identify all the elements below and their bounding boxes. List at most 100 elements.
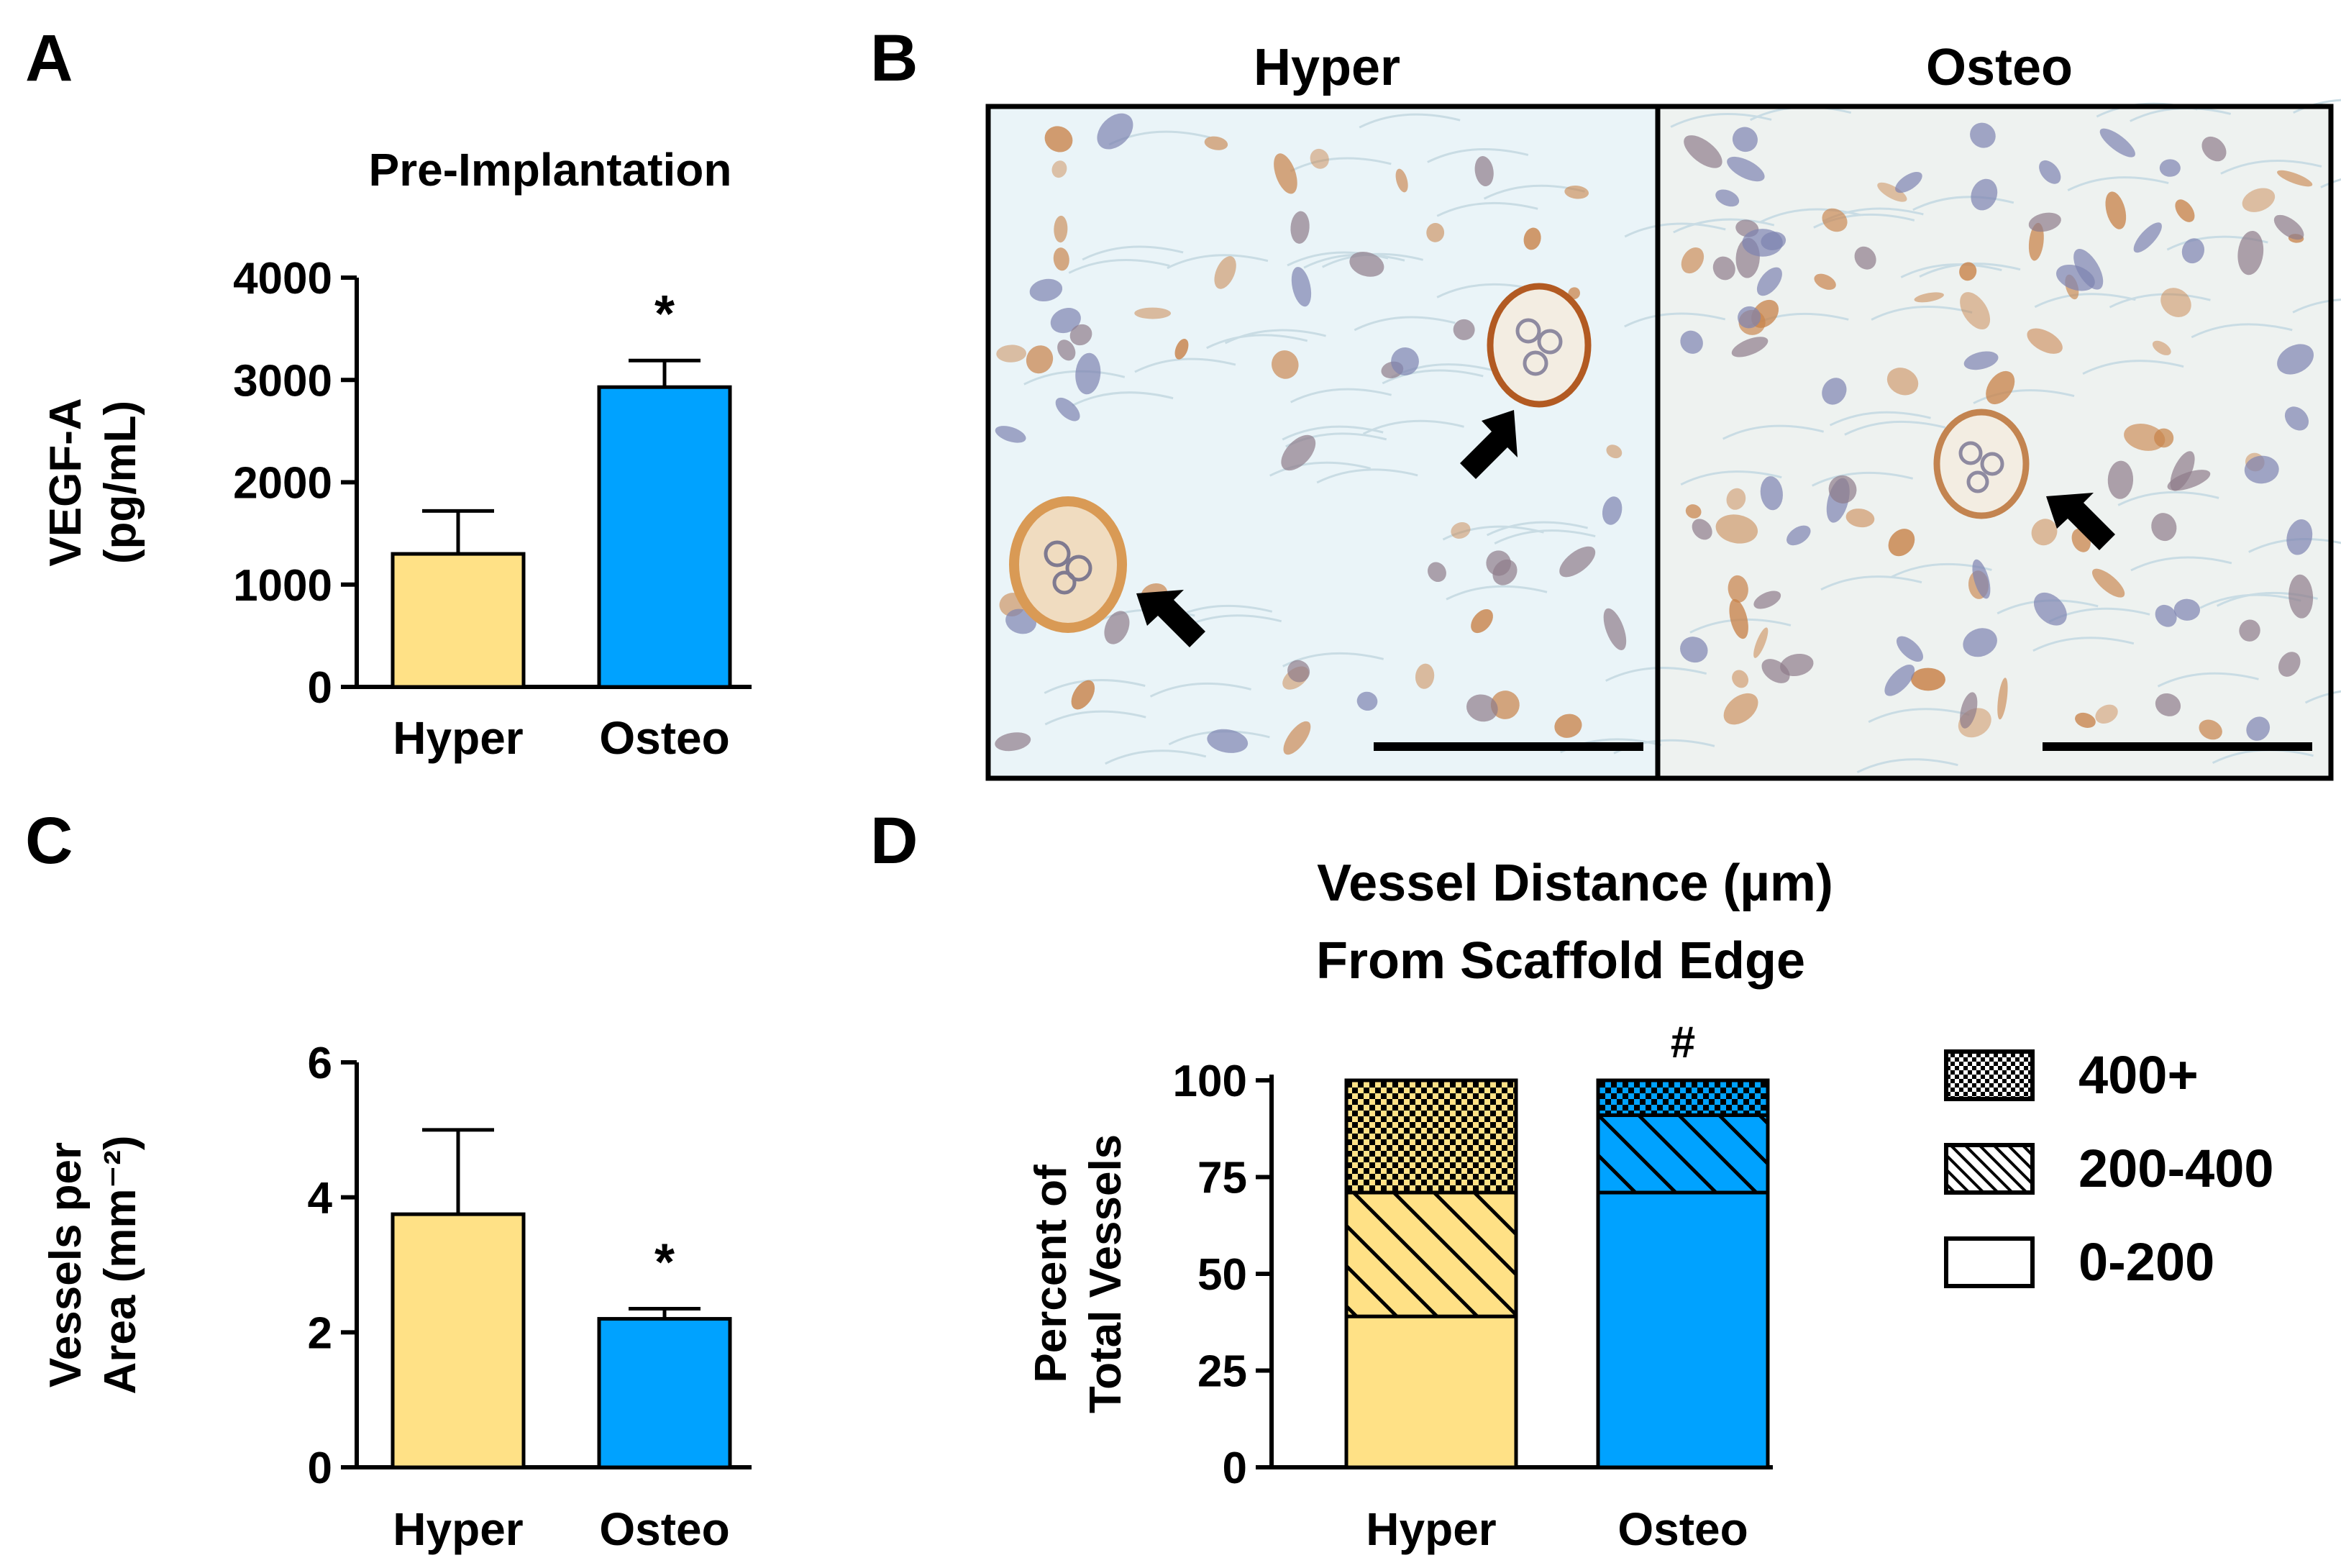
stain-spot — [1715, 514, 1758, 544]
cell-nucleus — [1960, 692, 1978, 729]
micrograph-panel: Hyper Osteo — [985, 39, 2341, 781]
tissue-fiber — [2220, 159, 2322, 175]
tissue-fiber — [1427, 147, 1529, 163]
chart-d: Vessel Distance (µm) From Scaffold Edge Pe… — [1026, 854, 2274, 1555]
stain-spot — [2091, 568, 2125, 598]
cell-nucleus — [1029, 278, 1063, 302]
bar-hyper-0-200 — [1344, 1314, 1518, 1469]
stain-spot — [1310, 148, 1329, 169]
tissue-fiber — [1167, 254, 1269, 270]
cell-nucleus — [1287, 660, 1310, 683]
tissue-fiber — [1382, 369, 1484, 385]
stain-spot — [2277, 170, 2313, 187]
vessel-hyper-1 — [1487, 283, 1592, 408]
tissue-fiber — [2304, 690, 2341, 704]
cell-nucleus — [2033, 592, 2067, 626]
stain-spot — [1914, 292, 1944, 303]
cell-nucleus — [1828, 475, 1857, 503]
tissue-texture-hyper — [995, 113, 1726, 765]
cell-nucleus — [1466, 694, 1498, 722]
tissue-fiber — [1436, 201, 1538, 217]
stain-spot — [2028, 222, 2044, 261]
stain-spot — [1026, 345, 1054, 374]
x-tick-label: Osteo — [599, 1503, 729, 1555]
tissue-fiber — [2191, 323, 2293, 339]
cell-nucleus — [1474, 156, 1494, 187]
tissue-fiber — [2130, 556, 2232, 572]
cell-nucleus — [1780, 653, 1814, 677]
tissue-fiber — [1282, 425, 1384, 441]
cell-nucleus — [1756, 267, 1782, 296]
stain-spot — [1564, 186, 1589, 199]
tissue-fiber — [1303, 253, 1405, 269]
stain-spot — [1204, 136, 1228, 150]
tissue-fiber — [2034, 293, 2136, 309]
cell-nucleus — [1854, 246, 1876, 270]
stain-spot — [1726, 488, 1746, 510]
cell-nucleus — [1684, 135, 1722, 168]
cell-nucleus — [2133, 222, 2162, 253]
cell-nucleus — [2277, 344, 2314, 375]
stain-spot — [1274, 153, 1297, 194]
cell-nucleus — [1715, 189, 1740, 207]
tissue-fiber — [1023, 370, 1126, 386]
cell-nucleus — [2039, 160, 2061, 184]
tissue-fiber — [2067, 176, 2169, 191]
y-tick-label: 4 — [308, 1174, 333, 1223]
tissue-fiber — [1290, 388, 1392, 404]
tissue-fiber — [1442, 525, 1544, 541]
stain-spot — [1814, 273, 1836, 290]
y-axis-label: VEGF-A (pg/mL) — [41, 398, 145, 566]
cell-nucleus — [1822, 378, 1847, 405]
panel-letter-d: D — [870, 804, 918, 878]
stain-spot — [1523, 227, 1541, 250]
tissue-fiber — [1670, 112, 1772, 128]
tissue-fiber — [1044, 679, 1146, 694]
cell-nucleus — [1895, 171, 1922, 193]
stain-spot — [2199, 719, 2222, 740]
cell-nucleus — [1712, 256, 1735, 281]
stain-spot — [1490, 690, 1520, 719]
y-tick-label: 4000 — [233, 254, 332, 304]
cell-nucleus — [1896, 636, 1924, 662]
tissue-fiber — [1072, 391, 1174, 407]
bar-hyper-400+ — [1344, 1078, 1518, 1195]
bar-osteo — [597, 385, 732, 689]
cell-nucleus — [2246, 716, 2271, 741]
cell-nucleus — [1055, 397, 1080, 421]
stain-spot — [1723, 693, 1758, 725]
stain-spot — [1214, 256, 1236, 289]
stain-spot — [2152, 340, 2171, 355]
chart-title: Pre-Implantation — [369, 144, 732, 196]
tissue-fiber — [1105, 749, 1207, 765]
micrograph-label-hyper: Hyper — [1254, 39, 1400, 96]
y-tick-label: 2000 — [233, 459, 332, 509]
cell-nucleus — [2159, 159, 2181, 177]
stain-spot — [1822, 208, 1848, 232]
stain-spot — [996, 345, 1027, 363]
cell-nucleus — [1603, 608, 1627, 650]
bar-hyper-200-400 — [1344, 1190, 1518, 1318]
tissue-fiber — [1722, 424, 1825, 440]
cell-nucleus — [2286, 519, 2313, 555]
y-tick-label: 2 — [308, 1308, 332, 1358]
stain-spot — [2027, 328, 2063, 354]
cell-nucleus — [1761, 659, 1790, 683]
stain-spot — [1051, 160, 1067, 178]
cell-nucleus — [1391, 347, 1419, 375]
cell-nucleus — [2170, 451, 2195, 491]
cell-nucleus — [2278, 652, 2301, 677]
stain-spot — [1960, 292, 1991, 329]
stain-spot — [1986, 370, 2015, 405]
stain-spot — [1053, 247, 1069, 271]
stain-spot — [1732, 670, 1749, 688]
cell-nucleus — [1559, 546, 1596, 578]
tissue-fiber — [1354, 316, 1456, 332]
tissue-fiber — [2032, 637, 2135, 652]
cell-nucleus — [1680, 330, 1703, 354]
stain-spot — [1071, 680, 1095, 710]
stain-spot — [2175, 199, 2195, 222]
bar-osteo-400+ — [1596, 1078, 1770, 1117]
tissue-fiber — [1269, 461, 1372, 477]
